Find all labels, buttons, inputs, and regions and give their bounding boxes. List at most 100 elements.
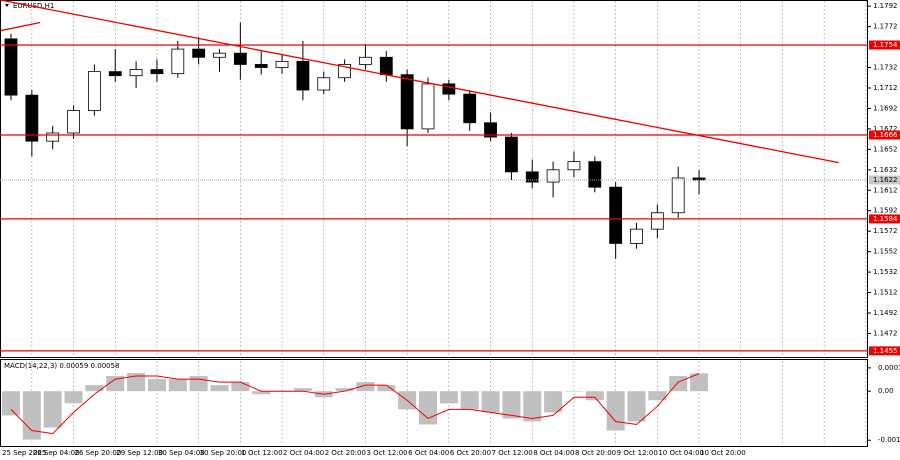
- level-label: 1.1754: [873, 41, 898, 49]
- candle-body: [4, 38, 18, 96]
- x-tick-label: 2 Oct 20:00: [325, 449, 366, 457]
- y-tick-label: 1.1692: [873, 104, 898, 112]
- candle-body: [213, 52, 226, 58]
- macd-bar: [356, 382, 375, 392]
- x-tick-label: 7 Oct 12:00: [492, 449, 533, 457]
- level-tag: [869, 214, 900, 224]
- macd-bar: [252, 391, 271, 395]
- level-label: 1.1666: [873, 131, 898, 139]
- candle-body: [421, 83, 435, 130]
- x-tick-label: 25 Sep 2025: [2, 449, 46, 457]
- macd-bar: [64, 391, 83, 404]
- candle-body: [609, 186, 623, 244]
- trend-line: [0, 0, 839, 164]
- y-tick-label: 1.1612: [873, 186, 898, 194]
- y-tick-label: 1.1792: [873, 2, 898, 10]
- candle-body: [67, 110, 80, 134]
- y-tick-label: 0.00: [878, 387, 894, 395]
- candle-body: [442, 83, 456, 95]
- x-tick-label: 29 Sep 12:00: [116, 449, 163, 457]
- candle-body: [46, 132, 60, 142]
- level-tag: [869, 40, 900, 50]
- candle-body: [525, 171, 539, 183]
- candle-body: [129, 69, 143, 77]
- x-tick-label: 30 Sep 20:00: [200, 449, 247, 457]
- macd-bar: [43, 391, 62, 428]
- level-label: 1.1584: [873, 215, 898, 223]
- candle-body: [233, 52, 247, 65]
- macd-bar: [690, 373, 709, 392]
- candle-body: [400, 74, 414, 130]
- macd-bar: [85, 385, 104, 392]
- candle-body: [317, 77, 331, 91]
- trend-line: [0, 21, 41, 32]
- y-tick-label: 1.1652: [873, 145, 898, 153]
- macd-bar: [523, 391, 542, 422]
- macd-bar: [419, 391, 437, 425]
- current-price-label: 1.1622: [873, 176, 898, 184]
- x-tick-label: 26 Sep 04:00: [33, 449, 80, 457]
- candle-body: [25, 94, 39, 142]
- macd-bar: [648, 391, 667, 401]
- candle-body: [692, 177, 706, 181]
- macd-bar: [564, 391, 583, 392]
- macd-title: MACD(14,22,3) 0.00059 0.00058: [4, 362, 120, 370]
- macd-frame: [0, 359, 868, 447]
- y-tick-label: 1.1552: [873, 248, 898, 256]
- macd-bar: [189, 376, 208, 392]
- candle-body: [359, 56, 372, 65]
- level-tag: [869, 346, 900, 356]
- x-tick-label: 2 Oct 04:00: [283, 449, 324, 457]
- candle-body: [150, 69, 164, 75]
- macd-bar: [439, 391, 458, 404]
- candle-body: [379, 56, 393, 76]
- level-label: 1.1455: [873, 347, 898, 355]
- macd-bar: [460, 391, 479, 410]
- macd-bar: [481, 391, 500, 413]
- x-tick-label: 1 Oct 12:00: [241, 449, 282, 457]
- macd-bar: [231, 382, 250, 392]
- macd-bar: [377, 385, 396, 392]
- y-tick-label: 1.1672: [873, 125, 898, 133]
- candle-body: [484, 122, 497, 138]
- signal-line: [10, 373, 700, 435]
- y-tick-label: 1.1572: [873, 227, 898, 235]
- candle-body: [108, 71, 122, 77]
- y-tick-label: 1.1712: [873, 84, 898, 92]
- macd-bar: [2, 391, 20, 416]
- candle-body: [275, 60, 289, 68]
- x-tick-label: 8 Oct 20:00: [575, 449, 616, 457]
- level-tag: [869, 130, 900, 140]
- macd-bar: [127, 373, 146, 392]
- x-tick-label: 30 Sep 04:00: [158, 449, 205, 457]
- candle-body: [171, 48, 185, 75]
- macd-bar: [22, 391, 41, 440]
- x-tick-label: 26 Sep 20:00: [75, 449, 122, 457]
- x-tick-label: 10 Oct 04:00: [658, 449, 704, 457]
- y-tick-label: 0.00077: [878, 364, 900, 372]
- candle-body: [192, 48, 206, 58]
- y-tick-label: 1.1532: [873, 268, 898, 276]
- candle-body: [650, 212, 664, 230]
- x-tick-label: 6 Oct 04:00: [408, 449, 449, 457]
- y-tick-label: 1.1492: [873, 309, 898, 317]
- x-tick-label: 6 Oct 20:00: [450, 449, 491, 457]
- candle-body: [588, 161, 602, 188]
- x-tick-label: 9 Oct 12:00: [617, 449, 658, 457]
- candle-body: [504, 136, 518, 173]
- x-tick-label: 8 Oct 04:00: [533, 449, 574, 457]
- candle-body: [546, 169, 560, 183]
- macd-bar: [544, 391, 563, 413]
- macd-bar: [585, 391, 604, 401]
- y-tick-label: 1.1472: [873, 329, 898, 337]
- macd-bar: [502, 391, 521, 419]
- candle-body: [567, 161, 581, 171]
- candle-body: [463, 93, 477, 124]
- y-tick-label: 1.1632: [873, 166, 898, 174]
- candle-body: [88, 71, 101, 111]
- macd-bar: [210, 385, 229, 392]
- y-tick-label: -0.00162: [878, 436, 900, 444]
- y-tick-label: 1.1772: [873, 23, 898, 31]
- x-tick-label: 10 Oct 20:00: [700, 449, 746, 457]
